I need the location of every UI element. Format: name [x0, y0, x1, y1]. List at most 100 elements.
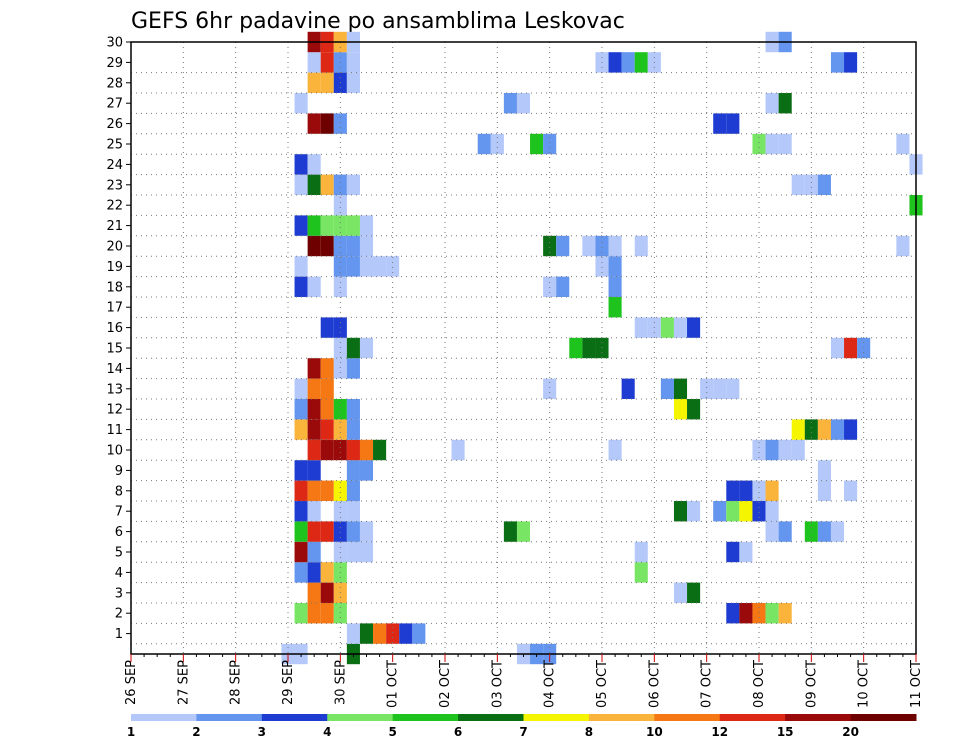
data-cell: [294, 480, 308, 501]
data-cell: [307, 154, 321, 175]
data-cell: [359, 256, 374, 277]
data-cell: [713, 501, 727, 522]
data-cell: [320, 52, 334, 73]
colorbar-label: 15: [777, 725, 794, 739]
data-cell: [333, 195, 347, 216]
data-cell: [294, 399, 308, 420]
data-cell: [608, 235, 622, 257]
data-cell: [765, 93, 779, 114]
data-cell: [320, 358, 334, 379]
data-cell: [516, 93, 531, 114]
ensemble-cells: [281, 31, 923, 665]
colorbar-label: 12: [711, 725, 728, 739]
data-cell: [373, 623, 387, 644]
data-cell: [359, 439, 374, 461]
y-tick-label: 11: [106, 423, 123, 438]
data-cell: [333, 113, 347, 134]
data-cell: [739, 480, 753, 501]
data-cell: [726, 378, 740, 399]
y-tick-label: 24: [106, 158, 123, 173]
data-cell: [595, 256, 609, 277]
data-cell: [804, 174, 818, 195]
data-cell: [477, 133, 491, 155]
data-cell: [346, 72, 360, 93]
data-cell: [346, 256, 360, 277]
data-cell: [294, 562, 308, 583]
y-tick-label: 20: [106, 240, 123, 255]
data-cell: [791, 439, 805, 461]
data-cell: [359, 337, 374, 359]
data-cell: [346, 439, 360, 461]
x-tick-label: 26 SEP: [124, 660, 139, 705]
data-cell: [294, 419, 308, 440]
data-cell: [386, 256, 400, 277]
data-cell: [673, 317, 688, 338]
data-cell: [778, 439, 792, 461]
data-cell: [621, 378, 635, 399]
data-cell: [765, 521, 779, 542]
data-cell: [451, 439, 465, 461]
data-cell: [320, 215, 334, 236]
data-cell: [765, 439, 779, 461]
data-cell: [307, 358, 321, 379]
data-cell: [621, 52, 635, 73]
data-cell: [386, 623, 400, 644]
data-cell: [307, 113, 321, 134]
data-cell: [346, 215, 360, 236]
data-cell: [307, 541, 321, 563]
data-cell: [307, 501, 321, 522]
y-tick-label: 28: [106, 76, 123, 91]
data-cell: [307, 439, 321, 461]
data-cell: [673, 399, 688, 420]
data-cell: [294, 276, 308, 297]
data-cell: [294, 460, 308, 481]
data-cell: [634, 52, 648, 73]
colorbar-swatch: [196, 714, 263, 721]
y-tick-label: 23: [106, 178, 123, 193]
data-cell: [595, 235, 609, 257]
data-cell: [307, 72, 321, 93]
data-cell: [608, 256, 622, 277]
data-cell: [294, 603, 308, 624]
y-tick-label: 18: [106, 280, 123, 295]
data-cell: [634, 235, 648, 257]
x-tick-label: 08 OCT: [752, 660, 767, 708]
data-cell: [359, 521, 374, 542]
data-cell: [765, 133, 779, 155]
data-cell: [333, 174, 347, 195]
y-axis: 1234567891011121314151617181920212223242…: [106, 36, 131, 642]
data-cell: [817, 174, 831, 195]
x-tick-label: 28 SEP: [229, 660, 244, 705]
data-cell: [346, 460, 360, 481]
data-cell: [844, 480, 858, 501]
y-tick-label: 16: [106, 321, 123, 336]
data-cell: [333, 480, 347, 501]
data-cell: [830, 419, 845, 440]
plot-frame: [130, 41, 917, 655]
colorbar-label: 8: [585, 725, 593, 739]
data-cell: [359, 460, 374, 481]
data-cell: [294, 378, 308, 399]
data-cell: [817, 480, 831, 501]
data-cell: [778, 133, 792, 155]
data-cell: [817, 419, 831, 440]
data-cell: [765, 501, 779, 522]
x-tick-label: 11 OCT: [909, 660, 924, 708]
data-cell: [543, 276, 557, 297]
data-cell: [634, 541, 648, 563]
x-tick-label: 30 SEP: [333, 660, 348, 705]
x-tick-label: 06 OCT: [647, 660, 662, 708]
data-cell: [320, 235, 334, 257]
y-tick-label: 29: [106, 56, 123, 71]
data-cell: [830, 337, 845, 359]
colorbar-swatch: [261, 714, 328, 721]
data-cell: [333, 358, 347, 379]
data-cell: [320, 521, 334, 542]
colorbar-swatch: [654, 714, 721, 721]
y-tick-label: 17: [106, 301, 123, 316]
data-cell: [333, 501, 347, 522]
data-cell: [844, 419, 858, 440]
data-cell: [399, 623, 413, 644]
data-cell: [490, 133, 504, 155]
